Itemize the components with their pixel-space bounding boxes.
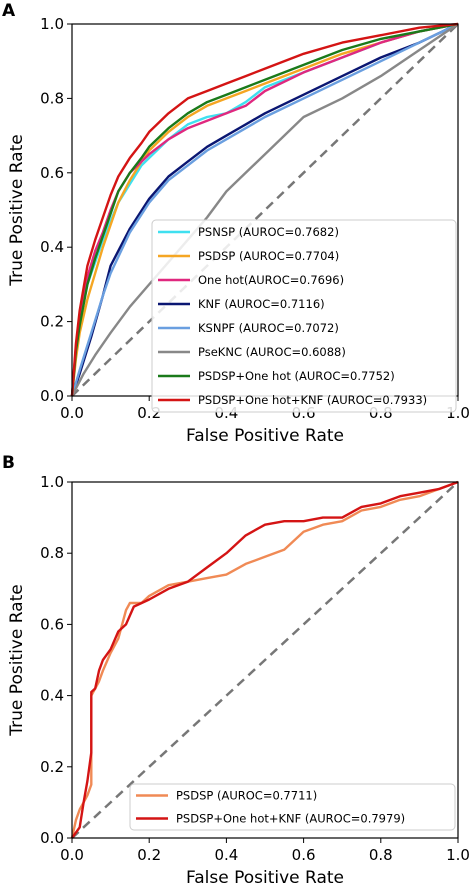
y-tick-label: 0.2 [40,758,64,776]
legend-box [151,219,457,413]
legend-label-0: PSDSP (AUROC=0.7711) [176,789,317,803]
series-line-5 [70,23,459,397]
y-tick-label: 0.6 [40,615,64,633]
x-tick-label: 0.6 [292,846,316,864]
x-tick-label: 0.4 [214,846,238,864]
legend-box [129,783,456,831]
panel-A: A0.0 0.2 0.4 0.6 0.8 1.00.00.20.40.60.81.0Fal… [2,1,470,446]
legend-label-1: PSDSP (AUROC=0.7704) [198,249,339,263]
plot-frame [71,481,459,839]
y-tick-label: 0.8 [40,544,64,562]
legend-label-2: One hot(AUROC=0.7696) [198,273,344,287]
y-tick-label: 0.0 [40,387,64,405]
legend: PSDSP (AUROC=0.7711) PSDSP+One hot+KNF (A… [129,783,456,831]
legend: PSNSP (AUROC=0.7682) PSDSP (AUROC=0.7704)… [151,219,457,413]
series-line-7 [70,22,459,397]
y-tick-label: 1.0 [40,15,64,33]
series-line-4 [70,22,459,397]
panel-letter: B [2,453,15,473]
legend-label-7: PSDSP+One hot+KNF (AUROC=0.7933) [198,393,427,407]
y-tick-label: 0.4 [40,238,64,256]
chance-diagonal [71,481,459,839]
series-line-2 [70,22,459,397]
legend-label-3: KNF (AUROC=0.7116) [198,297,325,311]
y-tick-label: 1.0 [40,473,64,491]
y-axis-label: True Positive Rate [7,584,27,736]
legend-label-4: KSNPF (AUROC=0.7072) [198,321,339,335]
x-tick-label: 0.0 [60,404,84,422]
legend-label-6: PSDSP+One hot (AUROC=0.7752) [198,369,395,383]
panel-letter: A [2,1,16,21]
x-tick-label: 1.0 [446,846,470,864]
series-line-6 [70,22,459,397]
y-axis-label: True Positive Rate [7,134,27,286]
legend-label-0: PSNSP (AUROC=0.7682) [198,225,339,239]
x-tick-label: 0.2 [137,846,161,864]
y-tick-label: 0.8 [40,89,64,107]
legend-label-1: PSDSP+One hot+KNF (AUROC=0.7979) [176,812,405,826]
legend-label-5: PseKNC (AUROC=0.6088) [198,345,346,359]
y-tick-label: 0.2 [40,313,64,331]
x-tick-label: 0.0 [60,846,84,864]
x-axis-label: False Positive Rate [186,426,344,446]
series-line-1 [71,480,459,839]
y-tick-label: 0.4 [40,687,64,705]
panel-B: B 0.0 0.2 0.4 0.6 0.8 1.0 0.0 0.2 0.4 0.6 0.8 1.0 Fal… [2,453,470,888]
x-tick-label: 0.8 [369,846,393,864]
y-tick-label: 0.6 [40,164,64,182]
y-tick-label: 0.0 [40,829,64,847]
x-axis-label: False Positive Rate [186,868,344,888]
series-line-1 [70,22,459,397]
series-line-0 [70,480,459,839]
